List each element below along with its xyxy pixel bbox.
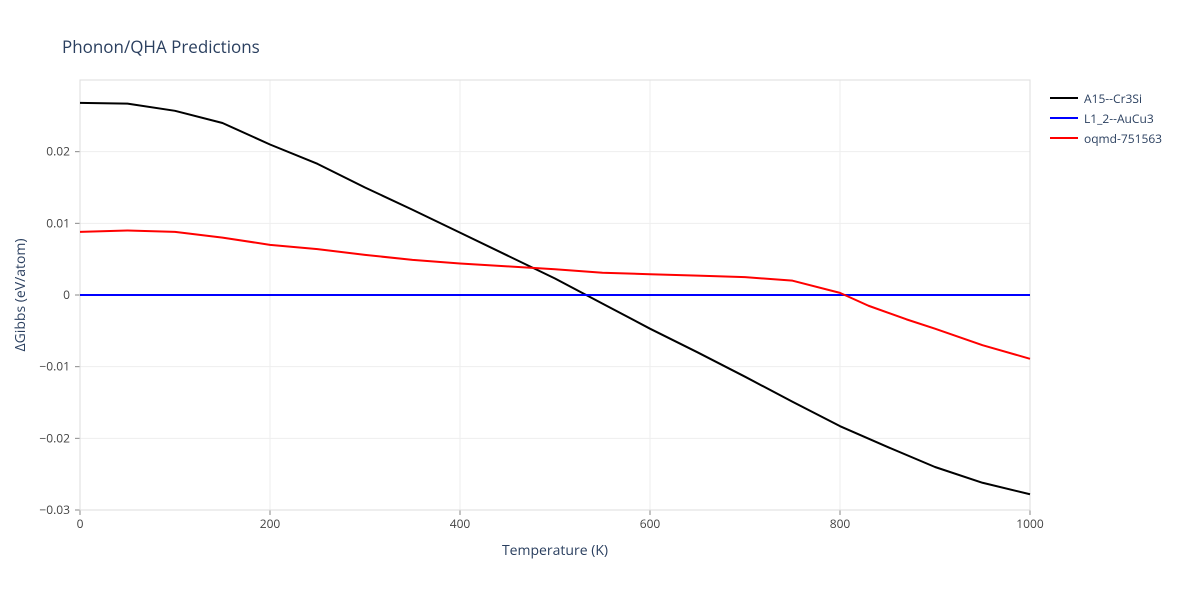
legend-label: oqmd-751563 — [1084, 130, 1162, 147]
svg-text:600: 600 — [640, 515, 661, 532]
svg-text:1000: 1000 — [1016, 515, 1044, 532]
legend-item[interactable]: L1_2--AuCu3 — [1050, 108, 1162, 128]
svg-text:0: 0 — [77, 515, 84, 532]
legend-swatch — [1050, 117, 1078, 119]
y-axis-label: ΔGibbs (eV/atom) — [11, 238, 30, 351]
svg-text:0.01: 0.01 — [46, 214, 70, 231]
legend-item[interactable]: oqmd-751563 — [1050, 128, 1162, 148]
x-axis-label: Temperature (K) — [502, 541, 608, 560]
svg-text:400: 400 — [450, 515, 471, 532]
legend-label: A15--Cr3Si — [1084, 90, 1142, 107]
svg-text:0: 0 — [63, 286, 70, 303]
chart-container: { "chart": { "type": "line", "title": "P… — [0, 0, 1200, 600]
series-A15--Cr3Si — [80, 103, 1030, 494]
legend-swatch — [1050, 97, 1078, 99]
svg-text:0.02: 0.02 — [46, 143, 70, 160]
svg-text:−0.03: −0.03 — [39, 501, 70, 518]
legend: A15--Cr3Si L1_2--AuCu3 oqmd-751563 — [1050, 88, 1162, 148]
svg-text:800: 800 — [830, 515, 851, 532]
svg-text:−0.01: −0.01 — [39, 358, 70, 375]
legend-item[interactable]: A15--Cr3Si — [1050, 88, 1162, 108]
legend-label: L1_2--AuCu3 — [1084, 110, 1154, 127]
legend-swatch — [1050, 137, 1078, 139]
chart-title: Phonon/QHA Predictions — [62, 35, 260, 58]
chart-svg: 0 200 400 600 800 1000 −0.03 −0.02 −0.01 0 0.01 0.0… — [0, 0, 1200, 600]
svg-text:−0.02: −0.02 — [39, 429, 70, 446]
svg-text:200: 200 — [260, 515, 281, 532]
